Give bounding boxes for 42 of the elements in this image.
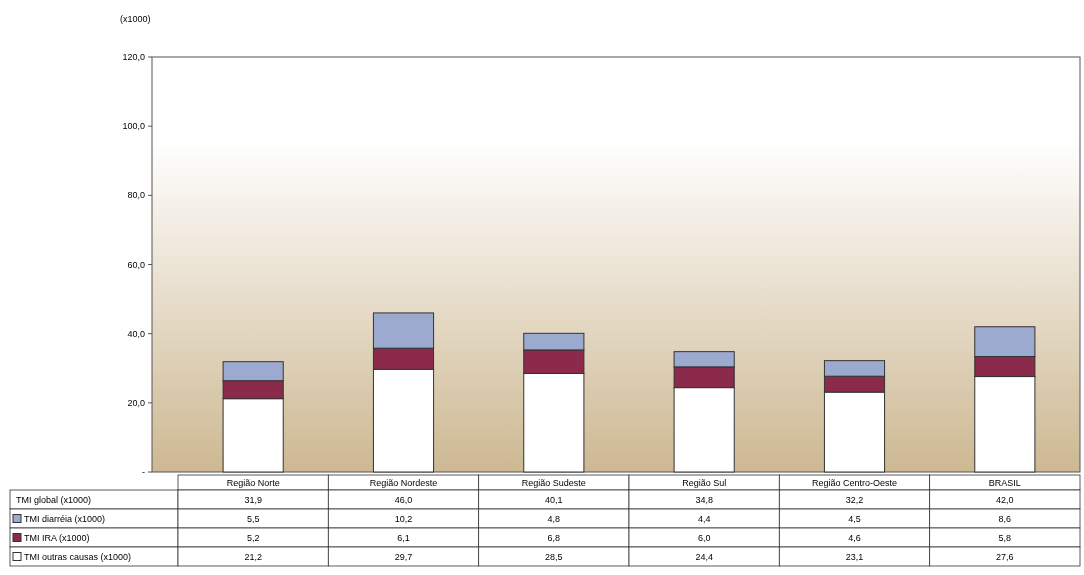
data-label: 28,5 xyxy=(545,551,563,562)
total-label: 46,0 xyxy=(394,494,413,505)
x-tick-label: BRASIL xyxy=(988,477,1021,488)
y-tick-label: 80,0 xyxy=(127,190,145,201)
y-tick-label: 40,0 xyxy=(127,328,145,339)
x-tick-label: Região Sul xyxy=(682,477,727,488)
data-label: 29,7 xyxy=(394,551,413,562)
data-label: 4,8 xyxy=(547,513,561,524)
total-label: 32,2 xyxy=(845,494,864,505)
data-label: 6,0 xyxy=(697,532,711,543)
y-tick-label: 100,0 xyxy=(122,121,145,132)
data-label: 27,6 xyxy=(996,551,1014,562)
x-tick-label: Região Norte xyxy=(226,477,280,488)
data-label: 8,6 xyxy=(998,513,1012,524)
total-label: 42,0 xyxy=(996,494,1014,505)
data-label: 10,2 xyxy=(394,513,413,524)
data-label: 6,8 xyxy=(547,532,561,543)
data-label: 5,8 xyxy=(998,532,1012,543)
total-label: 34,8 xyxy=(695,494,713,505)
data-label: 21,2 xyxy=(244,551,262,562)
legend-label: TMI diarréia (x1000) xyxy=(24,513,106,524)
total-label: 31,9 xyxy=(244,494,262,505)
y-tick-label: - xyxy=(142,467,145,478)
data-label: 5,5 xyxy=(246,513,260,524)
total-label: 40,1 xyxy=(545,494,563,505)
data-label: 4,4 xyxy=(697,513,711,524)
data-label: 6,1 xyxy=(397,532,410,543)
legend-label: TMI outras causas (x1000) xyxy=(24,551,132,562)
y-tick-label: 20,0 xyxy=(127,397,145,408)
data-label: 4,6 xyxy=(848,532,861,543)
data-label: 4,5 xyxy=(848,513,861,524)
data-label: 24,4 xyxy=(695,551,713,562)
data-label: 23,1 xyxy=(845,551,864,562)
text: TMI global (x1000) xyxy=(16,494,92,505)
y-tick-label: 60,0 xyxy=(127,259,145,270)
y-axis-title: (x1000) xyxy=(120,14,151,24)
legend-label: TMI IRA (x1000) xyxy=(24,532,90,543)
x-tick-label: Região Centro-Oeste xyxy=(811,477,898,488)
data-label: 5,2 xyxy=(246,532,260,543)
y-tick-label: 120,0 xyxy=(122,52,145,63)
x-tick-label: Região Nordeste xyxy=(369,477,438,488)
x-tick-label: Região Sudeste xyxy=(521,477,586,488)
